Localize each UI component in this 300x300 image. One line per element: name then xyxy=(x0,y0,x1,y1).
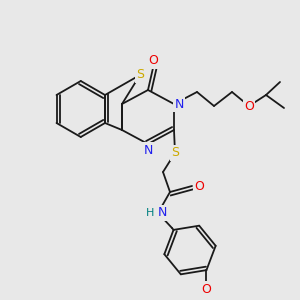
Text: H: H xyxy=(146,208,154,218)
Text: N: N xyxy=(174,98,184,110)
Text: S: S xyxy=(136,68,144,82)
Text: O: O xyxy=(202,283,212,296)
Text: O: O xyxy=(148,55,158,68)
Text: O: O xyxy=(244,100,254,112)
Text: O: O xyxy=(194,179,204,193)
Text: S: S xyxy=(171,146,179,160)
Text: N: N xyxy=(157,206,167,220)
Text: N: N xyxy=(143,143,153,157)
